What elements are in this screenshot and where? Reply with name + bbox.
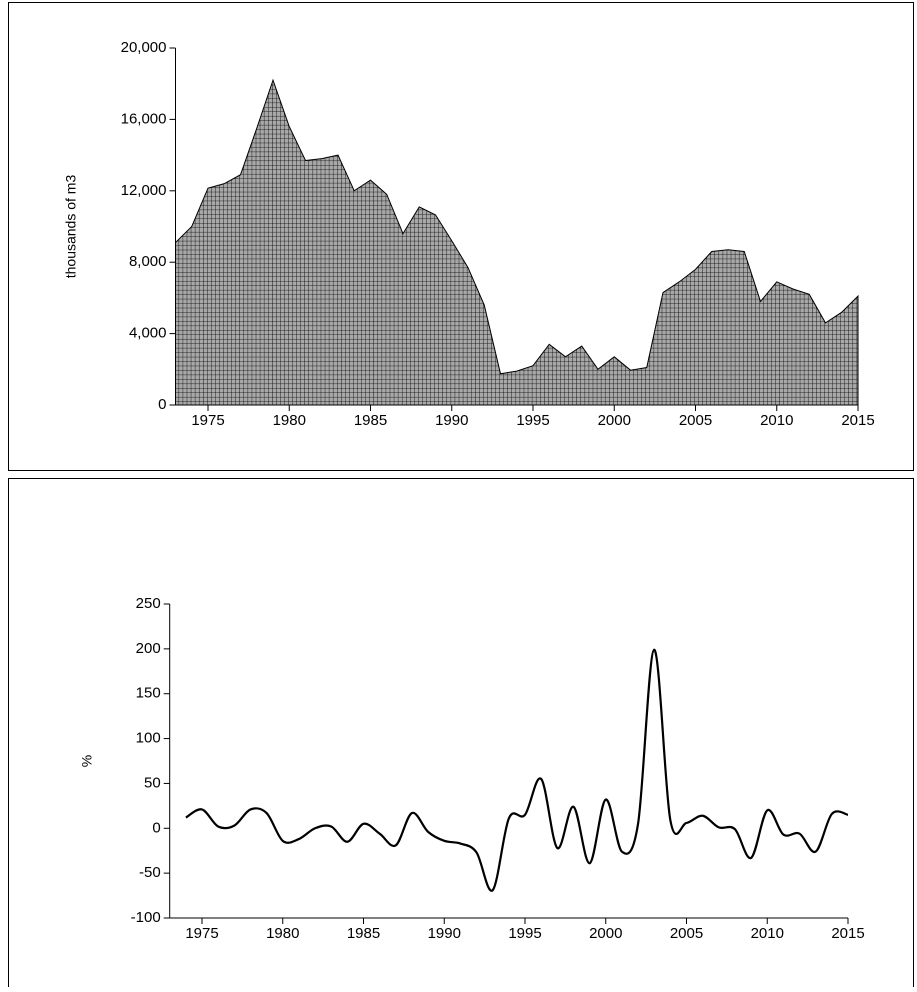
y-tick-label: 4,000 — [129, 325, 167, 342]
x-tick-label: 1975 — [191, 412, 224, 429]
x-tick-label: 2000 — [589, 925, 622, 942]
y-tick-label: 12,000 — [121, 182, 167, 199]
x-tick-label: 2015 — [831, 925, 864, 942]
y-tick-label: 8,000 — [129, 253, 167, 270]
y-axis-label: thousands of m3 — [63, 175, 79, 279]
x-tick-label: 1995 — [508, 925, 541, 942]
y-tick-label: -50 — [139, 864, 161, 881]
y-tick-label: 50 — [144, 774, 161, 791]
line — [185, 648, 849, 892]
y-tick-label: 20,000 — [121, 39, 167, 56]
x-tick-label: 2000 — [598, 412, 631, 429]
x-tick-label: 1975 — [185, 925, 218, 942]
panel-frame — [8, 2, 914, 471]
x-tick-label: 2015 — [841, 412, 874, 429]
y-tick-label: 200 — [136, 640, 161, 657]
x-tick-label: 1985 — [347, 925, 380, 942]
y-tick-label: 0 — [158, 396, 166, 413]
y-tick-label: 100 — [136, 730, 161, 747]
area — [175, 78, 859, 406]
y-tick-label: 0 — [152, 819, 160, 836]
x-tick-label: 2005 — [670, 925, 703, 942]
y-tick-label: 16,000 — [121, 110, 167, 127]
x-tick-label: 2005 — [679, 412, 712, 429]
x-tick-label: 2010 — [751, 925, 784, 942]
x-tick-label: 1980 — [273, 412, 306, 429]
x-tick-label: 2010 — [760, 412, 793, 429]
x-tick-label: 1995 — [516, 412, 549, 429]
y-axis-label: % — [79, 755, 95, 767]
y-tick-label: 250 — [136, 595, 161, 612]
y-tick-label: 150 — [136, 685, 161, 702]
x-tick-label: 1980 — [266, 925, 299, 942]
x-tick-label: 1990 — [435, 412, 468, 429]
x-tick-label: 1990 — [428, 925, 461, 942]
y-tick-label: -100 — [131, 909, 161, 926]
x-tick-label: 1985 — [354, 412, 387, 429]
